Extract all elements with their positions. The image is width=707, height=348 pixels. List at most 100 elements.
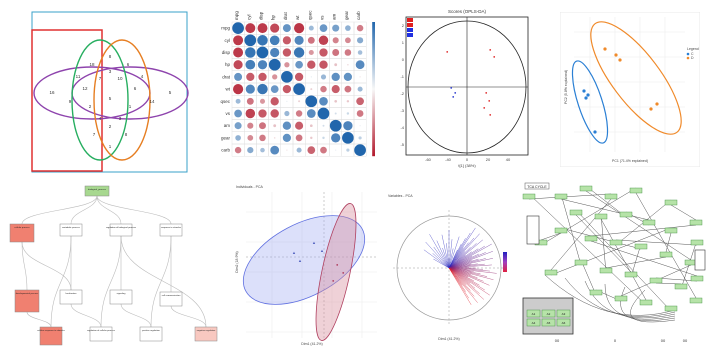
corr-cell (260, 147, 265, 153)
corr-cell (356, 97, 364, 106)
go-node-label: localization (66, 292, 78, 295)
score-circle-panel: Scores (OPLS-DA) ● ● ● ● ● ● ● ● ● ● 2 1 0 -1 -2 -3-… (392, 5, 532, 170)
venn-panel: 16 11 18 8 6 4 5 9 12 7 3 10 6 14 2 5 1 4 3 2 7 8 1 (30, 8, 195, 173)
pathway-node (544, 269, 558, 276)
go-node (109, 289, 133, 305)
go-node (109, 223, 133, 237)
corr-col-label: cyl (246, 15, 251, 21)
svg-text:●: ● (452, 94, 455, 99)
individuals-pca-plot: Individuals - PCA ▲▲▲▲ ●●● Dim1 (41.2%) … (235, 185, 377, 346)
variable-arrow (448, 252, 486, 269)
venn-count: 2 (89, 104, 92, 109)
go-node (159, 291, 183, 307)
corr-cell (270, 47, 280, 58)
corr-cell (310, 88, 313, 91)
legend-cell (556, 309, 571, 318)
variable-arrow (448, 267, 490, 296)
variable-arrow (448, 245, 485, 269)
venn-set-c (71, 39, 129, 161)
go-node (14, 289, 40, 313)
pathway-node (574, 259, 588, 266)
corr-row-label: am (224, 123, 231, 128)
corr-cell (320, 85, 327, 93)
variable-arrow (423, 249, 450, 269)
corr-cell (354, 144, 366, 156)
venn-count: 3 (109, 69, 112, 74)
svg-text:▲: ▲ (292, 250, 296, 255)
ellipse-legend-title: Legend (687, 47, 699, 51)
score-xtick: 40 (506, 157, 511, 162)
score-ytick: -3 (400, 108, 404, 113)
corr-cell (270, 109, 279, 118)
go-node-label: regulation of biological process (106, 226, 137, 229)
venn-count: 4 (99, 116, 102, 121)
corr-cell (234, 122, 242, 130)
corr-cell (331, 85, 340, 94)
ellipse-pca-panel: Legend C D PC1 (71.4% explained) PC2 (5.… (560, 12, 700, 167)
variable-arrow (448, 233, 480, 269)
corr-cell (258, 72, 267, 82)
venn-count: 4 (141, 74, 144, 79)
hotelling-ellipse (407, 20, 527, 154)
pathway-node (604, 193, 618, 200)
score-ytick: 2 (402, 23, 405, 28)
pathway-node (609, 239, 623, 246)
corr-cell (322, 124, 325, 127)
go-node (139, 326, 163, 342)
corr-col-label: mpg (234, 11, 239, 20)
corr-cell (343, 121, 353, 131)
individuals-ylabel: Dim2 (18.9%) (235, 251, 239, 272)
variables-xlabel: Dim1 (41.2%) (438, 337, 459, 341)
corr-cell (357, 86, 363, 92)
variable-arrow (446, 243, 450, 269)
corr-cell (319, 48, 328, 57)
corr-cell (347, 63, 349, 66)
pathway-node (599, 267, 613, 274)
corr-cell (346, 112, 350, 115)
pathway-node (664, 199, 678, 206)
corr-col-label: carb (356, 11, 361, 20)
pathway-node (690, 275, 704, 282)
variable-arrow (448, 267, 490, 272)
svg-text:●: ● (485, 90, 488, 95)
venn-count: 18 (89, 62, 95, 67)
pathway-node (689, 219, 703, 226)
svg-text:●: ● (446, 49, 449, 54)
corr-cell (307, 60, 316, 69)
corr-cell (359, 125, 361, 127)
individuals-xlabel: Dim1 (41.2%) (301, 342, 322, 346)
go-tree-panel: biological_process cellular process metabo… (0, 182, 230, 348)
corr-cell (306, 109, 316, 118)
corr-col-label: disp (259, 11, 264, 20)
corr-cell (270, 97, 279, 106)
corr-cell (294, 72, 304, 82)
go-node-label: cellular response to stimulus (37, 329, 66, 332)
variable-arrow (448, 239, 483, 269)
pathway-bottom-label: 00 (661, 338, 666, 343)
corr-cell (246, 72, 255, 81)
variable-arrow (448, 267, 490, 286)
venn-count: 11 (76, 74, 81, 79)
variable-arrow (441, 234, 450, 269)
variable-arrow (448, 267, 472, 305)
corr-cell (346, 148, 350, 152)
corr-cell (257, 35, 268, 46)
corr-cell (282, 121, 292, 130)
corr-cell (331, 72, 340, 82)
pathway-node (554, 227, 568, 234)
corr-cell (268, 58, 281, 71)
variables-pca-plot: Variables - PCA Dim1 (41.2%) (388, 194, 507, 341)
venn-count: 3 (119, 116, 122, 121)
venn-count: 5 (109, 96, 112, 101)
score-plot: Scores (OPLS-DA) ● ●● ●●●● ●●● 210-1-2-3-… (400, 9, 529, 168)
corr-cell (282, 84, 292, 94)
corr-cell (256, 46, 269, 59)
corr-cell (356, 110, 364, 117)
venn-count: 10 (117, 76, 123, 81)
legend-cell-label: A1 (532, 312, 536, 316)
venn-count: 1 (129, 104, 132, 109)
score-ytick: -2 (400, 91, 404, 96)
ellipse-xlabel: PC1 (71.4% explained) (612, 159, 648, 163)
go-node (194, 326, 218, 342)
